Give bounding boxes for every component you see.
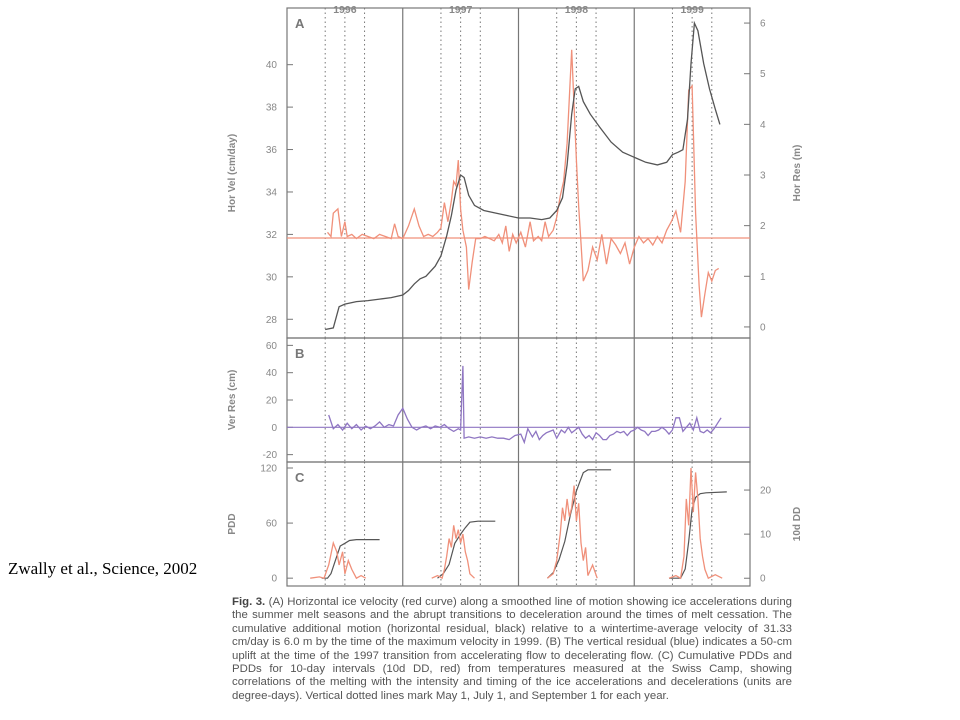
series-line-pdd_10day: [668, 467, 723, 580]
right-tick-label: 3: [760, 171, 766, 182]
series-line-pdd_10day: [547, 485, 598, 579]
left-tick-label: 60: [266, 519, 278, 530]
right-tick-label: 2: [760, 221, 766, 232]
left-axis-label: Hor Vel (cm/day): [227, 134, 238, 212]
figure-caption: Fig. 3. (A) Horizontal ice velocity (red…: [232, 596, 792, 703]
right-axis-label: Hor Res (m): [792, 145, 803, 202]
series-line-horizontal_velocity: [327, 49, 720, 318]
year-label: 1999: [680, 4, 704, 16]
series-line-cumulative_pdd: [669, 491, 727, 579]
left-tick-label: 32: [266, 230, 278, 241]
series-line-cumulative_pdd: [437, 520, 496, 579]
series-line-pdd_10day: [431, 525, 475, 580]
left-tick-label: 38: [266, 103, 278, 114]
citation-text: Zwally et al., Science, 2002: [8, 559, 198, 578]
left-tick-label: 36: [266, 145, 278, 156]
left-tick-label: 60: [266, 341, 278, 352]
right-tick-label: 5: [760, 69, 766, 80]
right-axis-label: 10d DD: [792, 507, 803, 541]
right-tick-label: 6: [760, 19, 766, 30]
year-label: 1996: [333, 4, 357, 16]
left-tick-label: 120: [260, 464, 277, 475]
panel-letter: A: [295, 16, 305, 31]
left-tick-label: 0: [271, 574, 277, 585]
right-tick-label: 4: [760, 120, 766, 131]
series-line-cumulative_pdd: [321, 539, 380, 579]
left-tick-label: 0: [271, 423, 277, 434]
right-tick-label: 1: [760, 272, 766, 283]
left-tick-label: 28: [266, 315, 278, 326]
data-series: [287, 20, 750, 580]
year-label: 1998: [565, 4, 589, 16]
caption-body: (A) Horizontal ice velocity (red curve) …: [232, 596, 792, 702]
year-and-month-lines: [324, 8, 713, 586]
year-label: 1997: [449, 4, 473, 16]
series-line-horizontal_residual: [325, 20, 721, 331]
right-tick-label: 20: [760, 486, 772, 497]
series-line-vertical_residual: [328, 365, 722, 445]
series-line-cumulative_pdd: [546, 469, 612, 579]
left-tick-label: 34: [266, 187, 278, 198]
left-tick-label: 30: [266, 272, 278, 283]
left-axis-label: PDD: [227, 513, 238, 534]
panel-letter: C: [295, 470, 305, 485]
left-tick-label: 40: [266, 60, 278, 71]
caption-fig-label: Fig. 3.: [232, 596, 266, 608]
left-tick-label: 20: [266, 396, 278, 407]
panel-letter: B: [295, 346, 304, 361]
right-tick-label: 0: [760, 322, 766, 333]
left-axis-label: Ver Res (cm): [227, 370, 238, 431]
left-tick-label: -20: [263, 450, 278, 461]
axis-texts: 1996 1997 1998 1999A283032343638400123456Ho…: [227, 4, 803, 585]
series-line-pdd_10day: [310, 540, 367, 580]
right-tick-label: 0: [760, 574, 766, 585]
left-tick-label: 40: [266, 368, 278, 379]
right-tick-label: 10: [760, 530, 772, 541]
